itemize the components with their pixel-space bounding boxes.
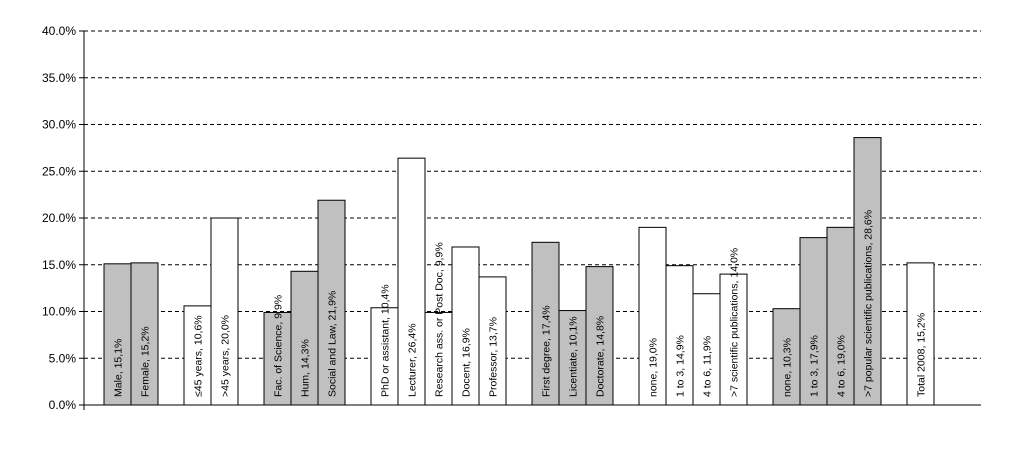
- bar: [478, 276, 507, 406]
- y-tick-label: 15.0%: [42, 258, 76, 272]
- bar: [558, 310, 587, 406]
- bar: [853, 137, 882, 406]
- y-axis-ticks: 0.0% 5.0% 10.0% 15.0% 20.0% 25.0% 30.0% 35.0% 40…: [42, 24, 84, 412]
- bar: [397, 157, 426, 406]
- bar: [103, 263, 132, 406]
- bar-data-label: Female, 15,2%: [140, 326, 152, 397]
- bar: [210, 217, 239, 406]
- bar-data-label: First degree, 17,4%: [541, 305, 553, 397]
- bar: [263, 311, 292, 406]
- bar: [183, 305, 212, 406]
- bar-data-label: Docent, 16,9%: [461, 328, 473, 397]
- y-tick-label: 10.0%: [42, 305, 76, 319]
- bar-data-label: >45 years, 20,0%: [220, 315, 232, 397]
- y-tick-label: 5.0%: [49, 351, 77, 365]
- bar-data-label: 4 to 6, 11,9%: [702, 336, 714, 397]
- bar-data-label: Licentiate, 10,1%: [568, 316, 580, 397]
- bar: [665, 265, 694, 406]
- y-tick-label: 20.0%: [42, 211, 76, 225]
- bar: [799, 237, 828, 406]
- bar: [424, 311, 453, 406]
- y-tick-label: 40.0%: [42, 24, 76, 38]
- bar-data-label: Social and Law, 21,9%: [327, 291, 339, 397]
- bar-data-label: Professor, 13,7%: [488, 317, 500, 397]
- bar: [692, 293, 721, 406]
- bar: [638, 226, 667, 406]
- y-tick-label: 25.0%: [42, 164, 76, 178]
- bar-data-label: 1 to 3, 14,9%: [675, 335, 687, 397]
- bar: [531, 241, 560, 406]
- y-tick-label: 30.0%: [42, 118, 76, 132]
- bar: [130, 262, 159, 406]
- bar-data-label: Total 2008, 15,2%: [916, 313, 928, 397]
- bar: [370, 307, 399, 406]
- bar-data-label: 4 to 6, 19,0%: [836, 335, 848, 397]
- bar-data-label: ≤45 years, 10,6%: [193, 315, 205, 397]
- bar-data-label: Doctorate, 14,8%: [595, 316, 607, 397]
- bars: [103, 137, 935, 406]
- bar-data-label: none, 10,3%: [782, 338, 794, 397]
- bar-data-label: 1 to 3, 17,9%: [809, 335, 821, 397]
- bar: [290, 270, 319, 406]
- bar-data-label: Lecturer, 26,4%: [407, 323, 419, 397]
- bar-data-label: PhD or assistant, 10,4%: [380, 284, 392, 397]
- bar: [906, 262, 935, 406]
- bar-data-label: >7 popular scientific publications, 28,6…: [863, 210, 875, 397]
- y-tick-label: 0.0%: [49, 398, 77, 412]
- bar-data-label: Fac. of Science, 9,9%: [273, 295, 285, 397]
- bar: [719, 273, 748, 406]
- bar: [317, 199, 346, 406]
- bar-data-label: >7 scientific publications, 14,0%: [729, 248, 741, 397]
- bar-data-label: Male, 15,1%: [113, 339, 125, 397]
- bar-labels: Male, 15,1% Female, 15,2% ≤45 years, 10,6%…: [113, 210, 928, 397]
- y-tick-label: 35.0%: [42, 71, 76, 85]
- bar-data-label: none, 19,0%: [648, 338, 660, 397]
- bar-data-label: Hum, 14,3%: [300, 339, 312, 397]
- bar: [585, 266, 614, 406]
- bar-data-label: Research ass. or Post Doc, 9,9%: [434, 242, 446, 397]
